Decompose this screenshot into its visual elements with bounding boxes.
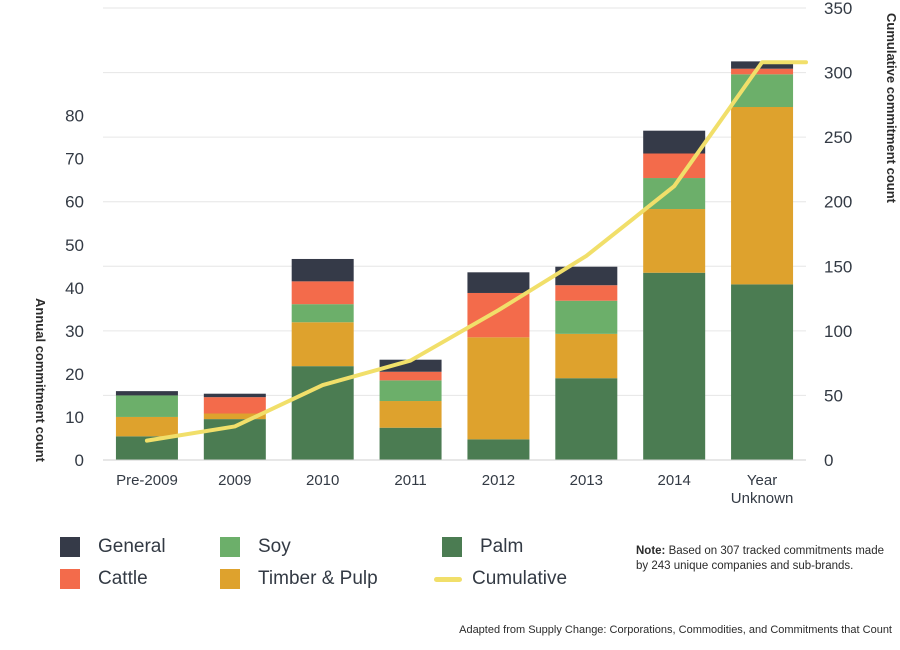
bar-segment — [555, 378, 618, 460]
legend-item-palm: Palm — [442, 536, 523, 558]
note-heading: Note: — [636, 545, 666, 557]
y-left-tick-label: 20 — [65, 365, 84, 384]
y-right-axis-title: Cumulative commitment count — [884, 13, 899, 204]
legend-item-timber-pulp: Timber & Pulp — [220, 568, 378, 590]
y-left-axis-title: Annual commitment count — [33, 298, 48, 463]
bar-segment — [203, 413, 266, 420]
y-left-tick-label: 70 — [65, 150, 84, 169]
bar-segment — [203, 393, 266, 398]
chart-legend: General Soy Palm Cattle Timber & Pulp Cu… — [60, 536, 620, 596]
x-tick-label: 2011 — [394, 472, 426, 489]
y-left-tick-label: 0 — [75, 451, 84, 470]
y-left-tick-label: 80 — [65, 107, 84, 126]
bar-segment — [379, 380, 442, 402]
y-right-tick-label: 0 — [824, 451, 833, 470]
x-tick-label: 2014 — [658, 472, 691, 489]
y-left-tick-label: 40 — [65, 279, 84, 298]
legend-item-cattle: Cattle — [60, 568, 148, 590]
y-right-tick-label: 100 — [824, 322, 852, 341]
y-right-tick-label: 250 — [824, 128, 852, 147]
bar-segment — [291, 304, 354, 323]
legend-label-soy: Soy — [258, 536, 291, 557]
bar-segment — [555, 333, 618, 379]
bar-segment — [291, 366, 354, 460]
chart-note: Note: Based on 307 tracked commitments m… — [636, 544, 886, 574]
note-text: Based on 307 tracked commitments made by… — [636, 545, 884, 572]
bar-segment — [291, 281, 354, 305]
legend-item-soy: Soy — [220, 536, 291, 558]
y-right-tick-label: 300 — [824, 64, 852, 83]
bar-segment — [467, 292, 530, 338]
legend-swatch-general — [60, 537, 80, 557]
x-tick-label: Unknown — [731, 490, 794, 507]
bar-segment — [203, 397, 266, 414]
legend-label-cumulative: Cumulative — [472, 568, 568, 589]
legend-swatch-timber-pulp — [220, 569, 240, 589]
source-credit: Adapted from Supply Change: Corporations… — [459, 624, 892, 636]
x-tick-label: 2009 — [218, 472, 251, 489]
legend-item-general: General — [60, 536, 166, 558]
bar-segment — [291, 258, 354, 282]
y-right-tick-label: 150 — [824, 257, 852, 276]
y-left-tick-label: 10 — [65, 408, 84, 427]
x-tick-label: 2013 — [570, 472, 603, 489]
x-tick-label: 2010 — [306, 472, 339, 489]
legend-label-timber-pulp: Timber & Pulp — [258, 568, 378, 589]
bar-segment — [731, 107, 794, 285]
y-right-tick-label: 200 — [824, 193, 852, 212]
legend-swatch-palm — [442, 537, 462, 557]
bar-segment — [555, 266, 618, 286]
bar-segment — [379, 401, 442, 428]
bar-segment — [379, 371, 442, 381]
x-tick-label: Pre-2009 — [116, 472, 178, 489]
bar-segment — [115, 391, 178, 396]
legend-item-cumulative: Cumulative — [434, 568, 567, 590]
bar-segment — [467, 337, 530, 440]
bar-segment — [379, 427, 442, 460]
legend-label-palm: Palm — [480, 536, 524, 557]
y-left-tick-label: 50 — [65, 236, 84, 255]
bar-segment — [379, 359, 442, 372]
bar-segment — [467, 272, 530, 293]
bar-segment — [643, 272, 706, 460]
bar-segment — [555, 300, 618, 334]
bar-segment — [643, 209, 706, 273]
bar-segment — [115, 395, 178, 417]
bar-segment — [291, 322, 354, 367]
bar-segment — [643, 130, 706, 154]
commitments-chart: 0 10 20 30 40 50 60 70 80 0 50 100 150 200 250 300 350 Pr… — [33, 0, 899, 507]
y-left-tick-label: 60 — [65, 193, 84, 212]
legend-label-general: General — [98, 536, 166, 557]
bar-segment — [555, 285, 618, 301]
y-right-tick-label: 50 — [824, 386, 843, 405]
x-tick-label: 2012 — [482, 472, 515, 489]
bar-segment — [467, 439, 530, 460]
legend-swatch-cattle — [60, 569, 80, 589]
y-left-tick-label: 30 — [65, 322, 84, 341]
bar-segment — [731, 284, 794, 460]
legend-swatch-cumulative — [434, 576, 462, 582]
x-tick-label: Year — [747, 472, 777, 489]
legend-swatch-soy — [220, 537, 240, 557]
legend-label-cattle: Cattle — [98, 568, 148, 589]
bar-segment — [115, 416, 178, 437]
cumulative-line — [144, 60, 808, 443]
y-right-tick-label: 350 — [824, 0, 852, 18]
bar-segment — [731, 68, 794, 75]
bar-segment — [115, 436, 178, 460]
